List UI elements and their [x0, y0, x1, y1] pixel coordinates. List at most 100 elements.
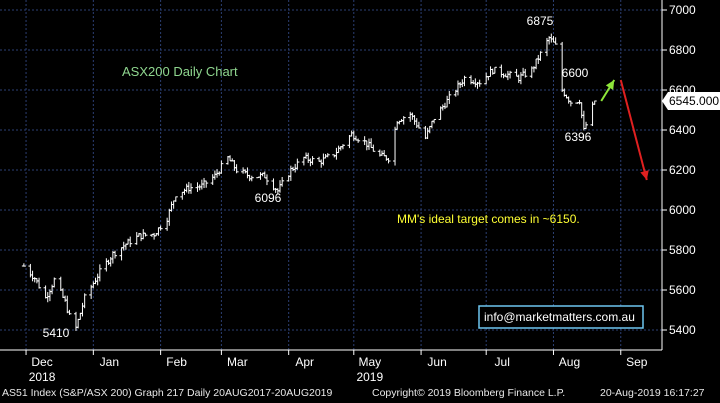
footer: AS51 Index (S&P/ASX 200) Graph 217 Daily…	[0, 384, 720, 403]
ohlc-bar	[247, 174, 252, 182]
low-label-6096: 6096	[255, 191, 282, 205]
ohlc-bar	[471, 79, 476, 85]
ohlc-bar	[364, 140, 369, 151]
ohlc-bar	[516, 74, 521, 83]
ohlc-bar	[228, 155, 233, 162]
ohlc-bar	[334, 147, 339, 160]
ohlc-bar	[30, 270, 35, 282]
ohlc-bar	[295, 158, 300, 170]
arrow-down-head	[640, 170, 649, 180]
arrow-down	[619, 79, 649, 181]
ohlc-bar	[490, 68, 495, 75]
ohlc-bar	[514, 68, 519, 77]
ohlc-bar	[21, 263, 26, 267]
ohlc-bar	[429, 120, 434, 129]
ohlc-bar	[531, 66, 536, 73]
ohlc-bar	[32, 277, 37, 283]
ohlc-bar	[534, 58, 539, 70]
ohlc-bar	[165, 217, 170, 231]
ohlc-bar	[384, 155, 389, 161]
ohlc-bar	[219, 160, 224, 174]
email-badge: info@marketmatters.com.au	[478, 305, 644, 329]
ohlc-bar	[499, 64, 504, 78]
ohlc-bar	[291, 166, 296, 172]
ohlc-bar	[351, 130, 356, 141]
ohlc-bar	[325, 153, 330, 158]
ohlc-bar	[50, 284, 55, 295]
ohlc-bar	[110, 251, 115, 264]
ohlc-bar	[97, 264, 102, 282]
ohlc-bar	[366, 138, 371, 150]
ohlc-bar	[414, 118, 419, 129]
ohlc-bar	[91, 281, 96, 289]
x-tick-label: Jan	[100, 355, 119, 369]
ohlc-bar	[262, 171, 267, 179]
ohlc-bar	[484, 72, 489, 85]
ohlc-bar	[113, 250, 118, 259]
ohlc-bar	[566, 96, 571, 104]
ohlc-bar	[67, 309, 72, 315]
ohlc-bar	[189, 183, 194, 194]
ohlc-bar	[553, 37, 558, 45]
ohlc-bar	[173, 196, 178, 202]
ohlc-bar	[234, 164, 239, 174]
ohlc-bar	[119, 247, 124, 261]
ohlc-bar	[249, 175, 254, 182]
ohlc-bar	[432, 118, 437, 124]
ohlc-bar	[156, 227, 161, 236]
ohlc-bar	[141, 229, 146, 240]
email-box	[478, 305, 644, 329]
ohlc-bar	[104, 258, 109, 272]
ohlc-bar	[382, 150, 387, 157]
x-tick-label: Mar	[227, 355, 248, 369]
x-tick-label: Jun	[427, 355, 446, 369]
ohlc-bar	[393, 126, 398, 166]
ohlc-bar	[386, 157, 391, 164]
ohlc-bar	[577, 99, 582, 105]
y-axis: 5400560058006000620064006600680070006545…	[661, 0, 720, 350]
y-tick-label: 6400	[669, 123, 696, 137]
email-label: info@marketmatters.com.au	[484, 310, 635, 324]
chart-title: ASX200 Daily Chart	[122, 64, 238, 79]
footer-timestamp: 20-Aug-2019 16:17:27	[600, 387, 705, 399]
y-tick-label: 6800	[669, 43, 696, 57]
ohlc-bar	[440, 104, 445, 111]
ohlc-bar	[106, 259, 111, 265]
arrow-up-head	[605, 80, 615, 90]
ohlc-bar	[551, 36, 556, 43]
ohlc-bar	[523, 68, 528, 78]
footer-index-info: AS51 Index (S&P/ASX 200) Graph 217 Daily…	[2, 387, 333, 399]
ohlc-bar	[82, 293, 87, 309]
ohlc-bar	[63, 295, 68, 302]
ohlc-bar	[408, 111, 413, 122]
footer-copyright: Copyright© 2019 Bloomberg Finance L.P.	[372, 387, 566, 399]
y-tick-label: 5800	[669, 243, 696, 257]
ohlc-bar	[52, 277, 57, 288]
ohlc-bar	[182, 188, 187, 195]
ohlc-bar	[336, 145, 341, 154]
ohlc-bar	[455, 80, 460, 96]
ohlc-bar	[58, 276, 63, 292]
arrow-down-shaft	[619, 79, 648, 181]
ohlc-bar	[264, 174, 269, 186]
ohlc-bar	[210, 174, 215, 185]
x-tick-label: May	[358, 355, 381, 369]
ohlc-bar	[128, 236, 133, 248]
ohlc-bar	[473, 78, 478, 88]
ohlc-bar	[232, 159, 237, 171]
ohlc-bar	[134, 232, 139, 245]
level-label-6600: 6600	[562, 66, 589, 80]
ohlc-bar	[301, 156, 306, 166]
ohlc-bar	[505, 70, 510, 81]
ohlc-bar	[492, 66, 497, 74]
ohlc-bar	[45, 292, 50, 303]
ohlc-bar	[579, 102, 584, 119]
y-tick-label: 7000	[669, 3, 696, 17]
ohlc-bar	[477, 79, 482, 87]
ohlc-bar	[340, 144, 345, 150]
ohlc-bar	[78, 312, 83, 320]
ohlc-bar	[204, 180, 209, 188]
y-tick-label: 6200	[669, 163, 696, 177]
ohlc-bar	[584, 121, 589, 130]
ohlc-bar	[518, 72, 523, 85]
